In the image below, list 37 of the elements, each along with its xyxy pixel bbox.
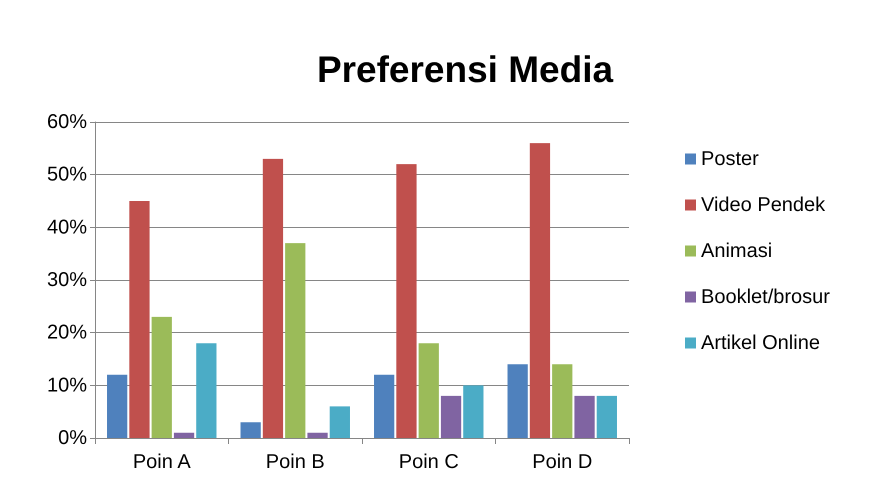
bar bbox=[552, 364, 572, 438]
legend-label: Artikel Online bbox=[701, 332, 820, 354]
bar bbox=[418, 343, 439, 438]
bar bbox=[196, 343, 216, 438]
bar bbox=[285, 243, 306, 438]
bar bbox=[530, 143, 550, 438]
y-tick-label: 10% bbox=[46, 374, 88, 396]
legend-label: Booklet/brosur bbox=[701, 286, 830, 308]
x-tick-label: Poin B bbox=[266, 451, 325, 473]
bar bbox=[152, 316, 172, 438]
bar bbox=[396, 164, 417, 438]
bar bbox=[508, 364, 528, 438]
bar bbox=[463, 385, 484, 438]
bar bbox=[262, 158, 284, 438]
y-tick-label: 30% bbox=[46, 269, 88, 291]
bar bbox=[330, 406, 350, 438]
bar bbox=[440, 396, 462, 438]
y-tick-label: 50% bbox=[46, 164, 88, 186]
chart-title: Preferensi Media bbox=[316, 49, 614, 90]
bar bbox=[307, 432, 328, 438]
y-tick-label: 20% bbox=[46, 322, 88, 344]
x-tick-label: Poin D bbox=[532, 451, 592, 473]
y-tick-label: 40% bbox=[46, 216, 88, 238]
legend-label: Video Pendek bbox=[701, 194, 826, 216]
bar bbox=[107, 374, 128, 438]
bar bbox=[596, 396, 617, 438]
x-tick-label: Poin A bbox=[132, 451, 192, 473]
x-tick-label: Poin C bbox=[398, 451, 459, 473]
bar bbox=[374, 374, 394, 438]
legend-label: Animasi bbox=[701, 240, 772, 262]
bar bbox=[174, 432, 194, 438]
bar bbox=[574, 396, 595, 438]
bar bbox=[240, 422, 261, 438]
y-tick-label: 60% bbox=[46, 111, 88, 133]
bar bbox=[129, 201, 150, 438]
y-tick-label: 0% bbox=[58, 427, 88, 449]
legend-label: Poster bbox=[701, 148, 760, 170]
